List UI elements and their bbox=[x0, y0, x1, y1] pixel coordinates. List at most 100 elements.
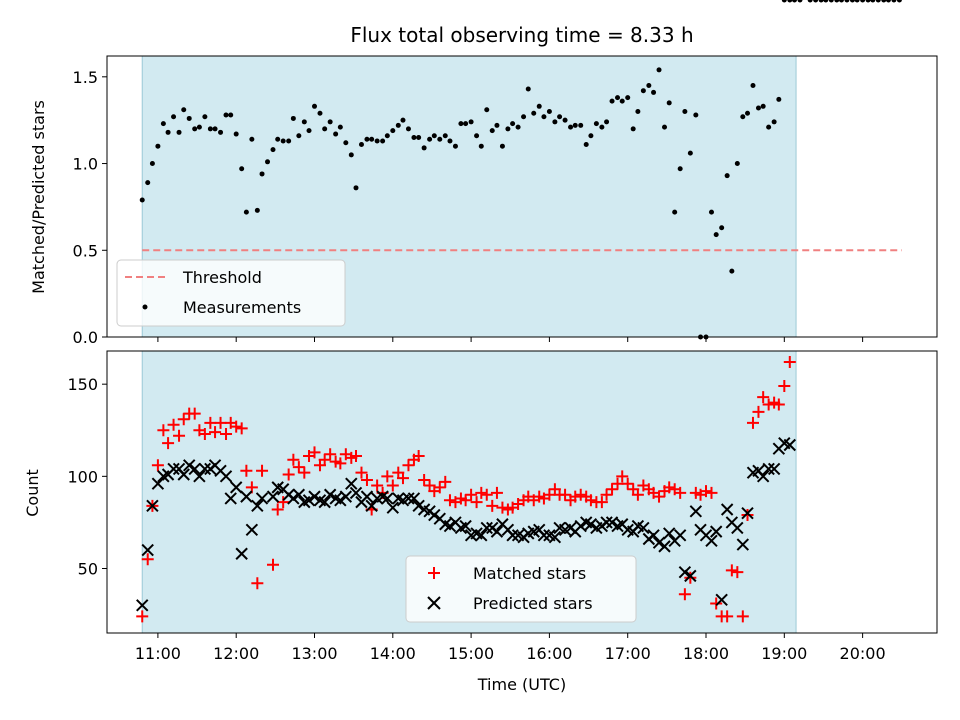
predicted-star-point bbox=[762, 462, 775, 476]
measurement-point bbox=[259, 171, 265, 177]
measurement-point bbox=[693, 112, 699, 118]
measurement-point bbox=[139, 197, 145, 203]
measurement-point bbox=[860, 0, 866, 3]
x-tick-label: 17:00 bbox=[605, 644, 651, 663]
measurement-point bbox=[155, 143, 161, 149]
measurement-point bbox=[333, 131, 339, 137]
matched-star-point bbox=[731, 566, 744, 579]
matched-star-point bbox=[741, 509, 754, 522]
predicted-star-point bbox=[193, 470, 206, 483]
top-x-ticks bbox=[157, 337, 864, 342]
measurement-point bbox=[828, 0, 834, 3]
bottom-x-axis: 11:00 12:00 13:00 14:00 15:00 16:00 17:00 18:00… bbox=[135, 633, 886, 663]
measurement-point bbox=[578, 122, 584, 128]
measurement-point bbox=[452, 143, 458, 149]
matched-star-point bbox=[631, 488, 644, 501]
matched-star-point bbox=[559, 488, 572, 501]
predicted-star-point bbox=[684, 569, 697, 583]
measurement-point bbox=[218, 129, 224, 135]
measurement-point bbox=[322, 126, 328, 132]
matched-star-point bbox=[136, 610, 149, 623]
matched-star-point bbox=[433, 481, 446, 494]
measurement-point bbox=[552, 119, 558, 125]
top-y-tick-label: 1.0 bbox=[73, 155, 98, 174]
measurement-point bbox=[463, 121, 469, 127]
legend-matched-swatch bbox=[428, 567, 440, 579]
predicted-star-point bbox=[302, 494, 316, 507]
measurement-point bbox=[165, 129, 171, 135]
matched-star-point bbox=[177, 413, 190, 426]
predicted-star-point bbox=[287, 492, 300, 505]
measurement-point bbox=[202, 114, 208, 120]
matched-star-point bbox=[324, 448, 337, 461]
measurement-point bbox=[416, 135, 422, 141]
measurement-point bbox=[223, 112, 229, 118]
measurement-point bbox=[750, 82, 756, 88]
measurement-point bbox=[619, 98, 625, 104]
measurement-point bbox=[431, 133, 437, 139]
top-y-axis: 0.0 0.5 1.0 1.5 bbox=[73, 68, 107, 347]
measurement-point bbox=[724, 173, 730, 179]
measurement-point bbox=[630, 126, 636, 132]
predicted-star-point bbox=[475, 529, 488, 542]
measurement-point bbox=[844, 0, 850, 3]
top-y-tick-label: 0.5 bbox=[73, 241, 98, 260]
matched-star-point bbox=[173, 429, 186, 442]
chart-title: Flux total observing time = 8.33 h bbox=[350, 23, 693, 47]
predicted-star-point bbox=[167, 462, 180, 476]
measurement-point bbox=[781, 0, 787, 3]
measurement-point bbox=[348, 152, 354, 158]
matched-star-point bbox=[240, 464, 253, 477]
bottom-legend: Matched stars Predicted stars bbox=[405, 555, 637, 623]
predicted-star-point bbox=[490, 525, 504, 538]
predicted-star-point bbox=[709, 525, 723, 538]
matched-star-point bbox=[736, 610, 749, 623]
predicted-star-point bbox=[756, 470, 770, 483]
measurement-point bbox=[286, 138, 292, 144]
measurement-point bbox=[484, 107, 490, 113]
measurement-point bbox=[625, 95, 631, 101]
x-tick-label: 18:00 bbox=[683, 644, 729, 663]
matched-star-point bbox=[157, 424, 170, 437]
predicted-star-point bbox=[548, 530, 562, 544]
matched-star-point bbox=[783, 356, 796, 369]
measurement-point bbox=[568, 124, 574, 130]
measurement-point bbox=[875, 0, 881, 3]
measurement-point bbox=[358, 141, 364, 147]
predicted-star-point bbox=[349, 486, 363, 500]
bottom-y-tick-label: 50 bbox=[78, 559, 98, 578]
measurement-point bbox=[384, 133, 390, 139]
matched-star-point bbox=[141, 553, 154, 566]
measurement-point bbox=[369, 136, 375, 142]
predicted-star-point bbox=[360, 490, 374, 503]
matched-star-point bbox=[459, 494, 472, 507]
matched-star-point bbox=[721, 610, 734, 623]
matched-star-point bbox=[480, 488, 493, 501]
measurement-point bbox=[656, 67, 662, 73]
x-tick-label: 19:00 bbox=[761, 644, 807, 663]
predicted-star-point bbox=[136, 599, 149, 612]
measurement-point bbox=[243, 209, 249, 215]
top-y-tick-label: 1.5 bbox=[73, 68, 98, 87]
measurement-point bbox=[437, 136, 443, 142]
measurement-point bbox=[176, 129, 182, 135]
measurement-point bbox=[447, 138, 453, 144]
predicted-star-point bbox=[658, 540, 671, 553]
predicted-star-point bbox=[678, 565, 692, 579]
matched-star-point bbox=[360, 474, 373, 487]
predicted-star-point bbox=[600, 516, 613, 529]
matched-star-point bbox=[684, 571, 697, 584]
measurement-point bbox=[838, 0, 844, 3]
predicted-star-point bbox=[151, 477, 165, 490]
predicted-star-point bbox=[224, 492, 237, 505]
matched-star-point bbox=[396, 472, 409, 485]
matched-star-point bbox=[412, 450, 425, 463]
predicted-star-point bbox=[574, 519, 587, 533]
matched-star-point bbox=[198, 427, 211, 440]
predicted-star-point bbox=[141, 543, 154, 557]
measurement-point bbox=[353, 185, 359, 191]
predicted-star-point bbox=[407, 492, 421, 505]
measurement-point bbox=[265, 159, 271, 165]
matched-star-point bbox=[214, 416, 227, 429]
